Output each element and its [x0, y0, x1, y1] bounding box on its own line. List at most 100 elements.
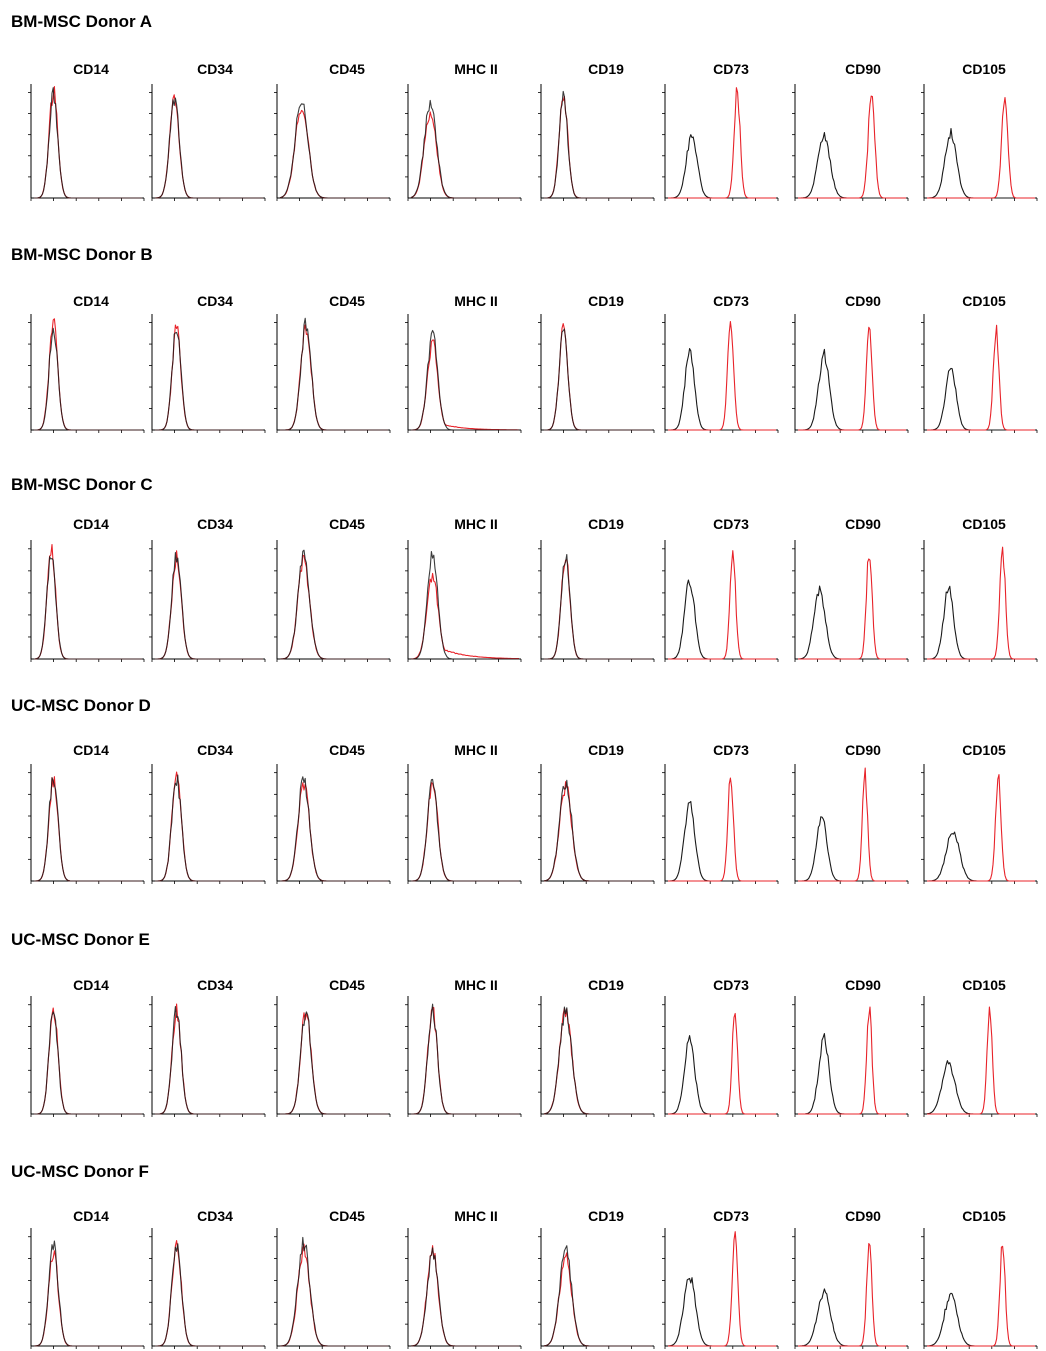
isotype-histogram [411, 551, 519, 660]
stained-histogram [927, 324, 1035, 431]
isotype-histogram [927, 367, 1035, 431]
histogram-panel: CD73 [662, 977, 779, 1117]
stained-histogram [154, 94, 263, 199]
stained-histogram [34, 86, 142, 199]
histogram-panel: CD73 [662, 1208, 779, 1349]
histogram-panel: CD45 [274, 516, 391, 662]
isotype-histogram [927, 585, 1035, 660]
marker-label: CD45 [329, 742, 365, 758]
isotype-histogram [155, 1005, 263, 1115]
donor-row: UC-MSC Donor D CD14 CD34 CD45 MHC II CD19 CD73… [11, 696, 1038, 884]
isotype-histogram [34, 1011, 142, 1115]
donor-title: UC-MSC Donor E [11, 930, 150, 949]
marker-label: CD34 [197, 742, 233, 758]
marker-label: CD90 [845, 742, 881, 758]
marker-label: CD19 [588, 293, 624, 309]
stained-histogram [543, 1007, 652, 1115]
stained-histogram [927, 97, 1035, 199]
stained-histogram [668, 777, 776, 882]
marker-label: CD73 [713, 742, 749, 758]
histogram-panel: CD14 [28, 742, 145, 884]
donor-row: BM-MSC Donor B CD14 CD34 CD45 MHC II CD19 CD73… [11, 245, 1038, 433]
histogram-panel: CD45 [274, 977, 391, 1117]
marker-label: CD14 [73, 293, 109, 309]
histogram-panel: CD19 [538, 1208, 655, 1349]
isotype-histogram [411, 1003, 519, 1115]
isotype-histogram [33, 1240, 142, 1347]
isotype-histogram [34, 87, 142, 199]
isotype-histogram [280, 776, 388, 882]
marker-label: CD34 [197, 293, 233, 309]
marker-label: CD34 [197, 61, 233, 77]
isotype-histogram [279, 1236, 388, 1347]
marker-label: CD105 [962, 293, 1006, 309]
marker-label: CD105 [962, 977, 1006, 993]
marker-label: MHC II [454, 61, 498, 77]
histogram-panel: CD14 [28, 1208, 145, 1349]
isotype-histogram [411, 329, 519, 431]
histogram-panel: CD34 [149, 516, 266, 662]
isotype-histogram [154, 97, 263, 199]
histogram-panel: CD14 [28, 516, 145, 662]
marker-label: CD19 [588, 1208, 624, 1224]
histogram-panel: CD45 [274, 742, 391, 884]
isotype-histogram [798, 1033, 906, 1115]
isotype-histogram [668, 348, 776, 431]
stained-histogram [34, 318, 142, 431]
histogram-panel: CD34 [149, 742, 266, 884]
stained-histogram [410, 111, 519, 199]
stained-histogram [411, 782, 519, 882]
histogram-panel: CD90 [792, 293, 909, 433]
marker-label: CD14 [73, 742, 109, 758]
isotype-histogram [668, 800, 776, 882]
marker-label: CD45 [329, 1208, 365, 1224]
histogram-panel: CD90 [792, 61, 909, 201]
histogram-panel: CD45 [274, 293, 391, 433]
histogram-panel: CD19 [538, 293, 655, 433]
isotype-histogram [279, 549, 388, 660]
isotype-histogram [280, 317, 388, 431]
marker-label: CD14 [73, 977, 109, 993]
marker-label: CD73 [713, 1208, 749, 1224]
donor-title: UC-MSC Donor F [11, 1162, 149, 1181]
histogram-panel: CD90 [792, 742, 909, 884]
histogram-panel: MHC II [405, 61, 522, 201]
isotype-histogram [411, 1247, 519, 1347]
marker-label: CD105 [962, 742, 1006, 758]
histogram-panel: CD19 [538, 516, 655, 662]
stained-histogram [668, 1012, 776, 1115]
donor-row: UC-MSC Donor E CD14 CD34 CD45 MHC II CD19 CD73… [11, 930, 1038, 1117]
marker-label: MHC II [454, 516, 498, 532]
stained-histogram [927, 546, 1035, 660]
stained-histogram [668, 550, 776, 660]
histogram-panel: CD105 [921, 293, 1038, 433]
donor-row: BM-MSC Donor A CD14 CD34 CD45 MHC II CD19 CD73… [11, 12, 1038, 201]
stained-histogram [927, 1006, 1035, 1115]
marker-label: MHC II [454, 742, 498, 758]
marker-label: CD45 [329, 516, 365, 532]
stained-histogram [668, 87, 776, 199]
donor-title: BM-MSC Donor A [11, 12, 152, 31]
isotype-histogram [667, 1277, 776, 1347]
marker-label: CD19 [588, 977, 624, 993]
histogram-panel: CD105 [921, 977, 1038, 1117]
stained-histogram [411, 572, 519, 660]
stained-histogram [668, 1231, 776, 1347]
stained-histogram [411, 1245, 519, 1347]
donor-row: BM-MSC Donor C CD14 CD34 CD45 MHC II CD19 CD73… [11, 475, 1038, 662]
isotype-histogram [155, 331, 263, 431]
isotype-histogram [927, 1292, 1035, 1347]
histogram-panel: CD14 [28, 293, 145, 433]
histogram-panel: MHC II [405, 977, 522, 1117]
isotype-histogram [155, 552, 263, 660]
histogram-panel: CD90 [792, 516, 909, 662]
isotype-histogram [797, 585, 906, 660]
marker-label: CD90 [845, 516, 881, 532]
marker-label: CD73 [713, 61, 749, 77]
stained-histogram [798, 558, 906, 660]
histogram-panel: CD73 [662, 293, 779, 433]
histogram-panel: MHC II [405, 293, 522, 433]
histogram-panel: CD19 [538, 61, 655, 201]
marker-label: MHC II [454, 293, 498, 309]
